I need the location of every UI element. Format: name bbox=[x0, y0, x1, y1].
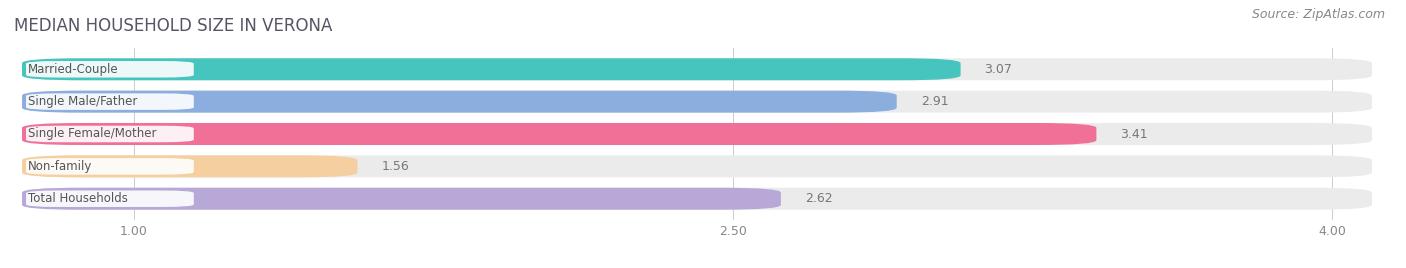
FancyBboxPatch shape bbox=[27, 126, 194, 142]
FancyBboxPatch shape bbox=[22, 91, 897, 113]
FancyBboxPatch shape bbox=[27, 158, 194, 175]
FancyBboxPatch shape bbox=[22, 58, 1372, 80]
Text: Married-Couple: Married-Couple bbox=[28, 63, 118, 76]
Text: Non-family: Non-family bbox=[28, 160, 93, 173]
FancyBboxPatch shape bbox=[27, 93, 194, 110]
FancyBboxPatch shape bbox=[22, 123, 1097, 145]
Text: Total Households: Total Households bbox=[28, 192, 128, 205]
Text: Single Male/Father: Single Male/Father bbox=[28, 95, 138, 108]
FancyBboxPatch shape bbox=[22, 58, 960, 80]
Text: Source: ZipAtlas.com: Source: ZipAtlas.com bbox=[1251, 8, 1385, 21]
FancyBboxPatch shape bbox=[27, 61, 194, 77]
Text: 3.07: 3.07 bbox=[984, 63, 1012, 76]
Text: 1.56: 1.56 bbox=[381, 160, 409, 173]
Text: 2.91: 2.91 bbox=[921, 95, 948, 108]
Text: MEDIAN HOUSEHOLD SIZE IN VERONA: MEDIAN HOUSEHOLD SIZE IN VERONA bbox=[14, 17, 332, 35]
FancyBboxPatch shape bbox=[22, 123, 1372, 145]
FancyBboxPatch shape bbox=[22, 155, 1372, 177]
FancyBboxPatch shape bbox=[27, 191, 194, 207]
FancyBboxPatch shape bbox=[22, 91, 1372, 113]
FancyBboxPatch shape bbox=[22, 188, 780, 210]
Text: 2.62: 2.62 bbox=[804, 192, 832, 205]
Text: 3.41: 3.41 bbox=[1121, 128, 1147, 140]
FancyBboxPatch shape bbox=[22, 155, 357, 177]
Text: Single Female/Mother: Single Female/Mother bbox=[28, 128, 156, 140]
FancyBboxPatch shape bbox=[22, 188, 1372, 210]
